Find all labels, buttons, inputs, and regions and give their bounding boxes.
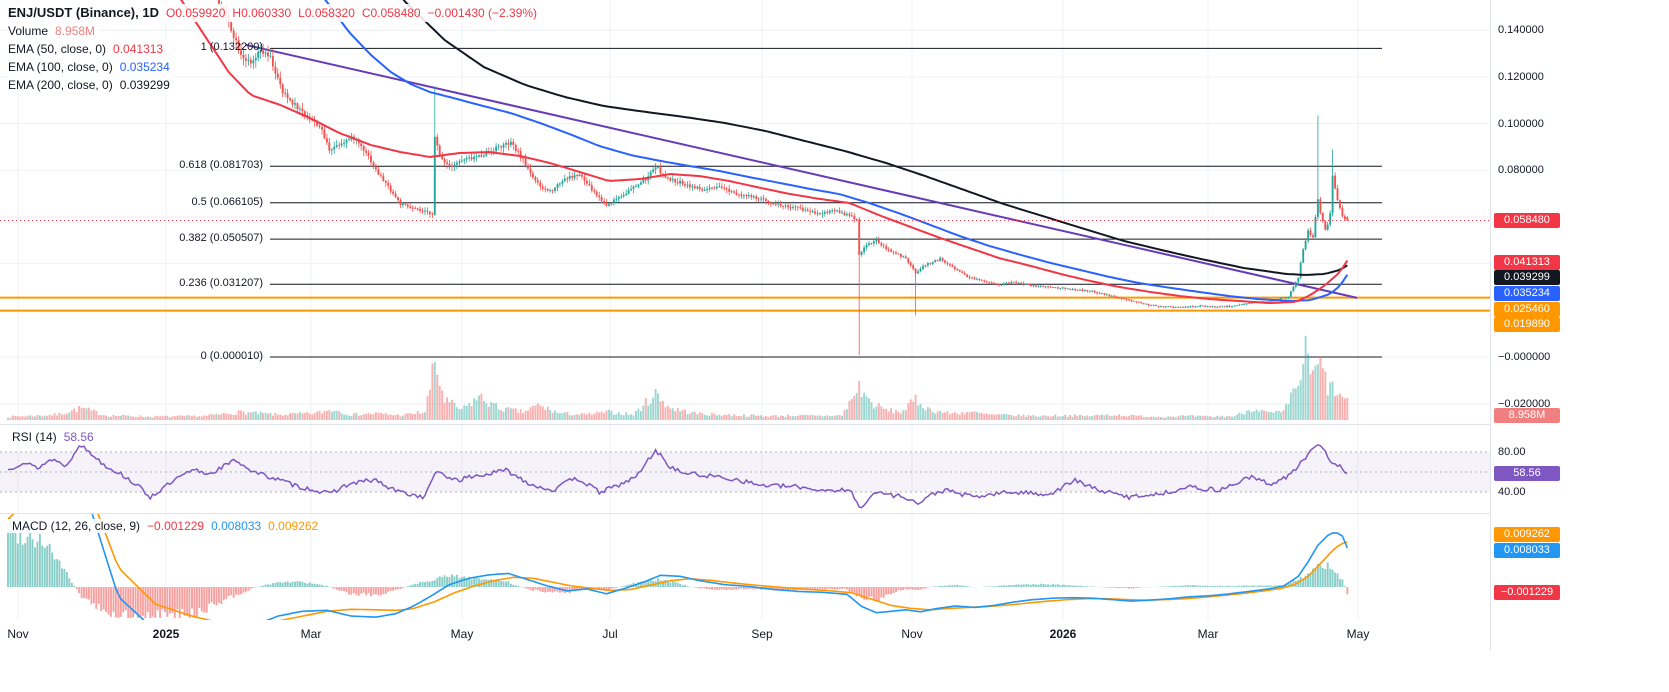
price-chart-canvas[interactable] (0, 0, 1490, 424)
time-axis-label: 2026 (1049, 627, 1077, 641)
ema-50-line[interactable] (155, 0, 1349, 305)
axis-badge-ema200: 0.039299 (1494, 270, 1560, 285)
ema100-legend-row[interactable]: EMA (100, close, 0) 0.035234 (8, 58, 174, 76)
ema100-label: EMA (100, close, 0) (8, 60, 113, 74)
price-tick-label: 0.080000 (1498, 164, 1544, 177)
ema200-label: EMA (200, close, 0) (8, 78, 113, 92)
price-tick-label: −0.020000 (1498, 397, 1551, 410)
rsi-tick-label: 80.00 (1498, 446, 1526, 458)
rsi-label: RSI (14) (12, 430, 57, 444)
panel-separator[interactable] (0, 424, 1490, 425)
price-tick-label: 0.140000 (1498, 24, 1544, 37)
price-tick-label: 0.120000 (1498, 70, 1544, 83)
time-axis-label: Mar (1197, 627, 1219, 641)
time-axis-label: Nov (901, 627, 923, 641)
axis-badge-last-price: 0.058480 (1494, 213, 1560, 228)
price-change: −0.001430 (−2.39%) (427, 6, 538, 20)
rsi-panel[interactable]: RSI (14) 58.56 (0, 425, 1490, 513)
fib-level-label[interactable]: 0.5 (0.066105) (191, 195, 263, 208)
candles-layer (218, 0, 1349, 356)
rsi-line[interactable] (7, 443, 1348, 509)
ema-100-line[interactable] (298, 0, 1349, 302)
volume-bars (7, 335, 1349, 420)
axis-badge-macd-hist: −0.001229 (1494, 585, 1560, 600)
ema200-value: 0.039299 (119, 78, 170, 92)
macd-signal-line[interactable] (7, 514, 1348, 620)
price-tick-label: −0.000000 (1498, 351, 1551, 363)
macd-panel[interactable]: MACD (12, 26, close, 9) −0.001229 0.0080… (0, 514, 1490, 620)
macd-chart-canvas[interactable] (0, 514, 1490, 620)
fib-level-label[interactable]: 0.236 (0.031207) (179, 277, 263, 290)
axis-badge-volume: 8.958M (1494, 408, 1560, 423)
fib-level-label[interactable]: 1 (0.132200) (200, 41, 263, 54)
chart-legend: ENJ/USDT (Binance), 1D O0.059920 H0.060330… (8, 4, 542, 94)
volume-legend-row[interactable]: Volume 8.958M (8, 22, 100, 40)
fib-level-label[interactable]: 0 (0.000010) (200, 349, 263, 362)
macd-line[interactable] (8, 514, 1349, 620)
time-axis-label: Jul (602, 627, 618, 641)
volume-value: 8.958M (55, 24, 96, 38)
price-panel[interactable]: ENJ/USDT (Binance), 1D O0.059920 H0.060330… (0, 0, 1490, 424)
volume-label: Volume (8, 24, 49, 38)
ohlc-low: L0.058320 (298, 6, 355, 20)
price-axis[interactable]: 0.140000 0.120000 0.100000 0.080000 −0.00000… (1490, 0, 1669, 650)
axis-badge-macd-signal: 0.009262 (1494, 527, 1560, 542)
symbol-title[interactable]: ENJ/USDT (Binance), 1D (8, 5, 159, 20)
time-axis-label: May (1346, 627, 1370, 641)
time-axis-label: Sep (751, 627, 773, 641)
axis-badge-support-2: 0.019890 (1494, 317, 1560, 332)
macd-label: MACD (12, 26, close, 9) (12, 519, 141, 533)
ema50-label: EMA (50, close, 0) (8, 42, 107, 56)
symbol-row[interactable]: ENJ/USDT (Binance), 1D O0.059920 H0.060330… (8, 4, 542, 22)
descending-trendline[interactable] (245, 43, 1358, 299)
ema50-legend-row[interactable]: EMA (50, close, 0) 0.041313 (8, 40, 168, 58)
macd-signal-value: 0.009262 (268, 519, 319, 533)
ohlc-open: O0.059920 (165, 6, 226, 20)
macd-hist-value: −0.001229 (147, 519, 205, 533)
ohlc-close: C0.058480 (361, 6, 421, 20)
axis-badge-rsi-value: 58.56 (1494, 466, 1560, 481)
rsi-chart-canvas[interactable] (0, 425, 1490, 513)
axis-badge-ema100: 0.035234 (1494, 286, 1560, 301)
time-axis[interactable]: Nov 2025 Mar May Jul Sep Nov 2026 Mar May (0, 620, 1490, 650)
macd-legend[interactable]: MACD (12, 26, close, 9) −0.001229 0.0080… (8, 519, 323, 533)
vertical-gridlines (17, 425, 1359, 513)
price-tick-label: 0.100000 (1498, 117, 1544, 130)
time-axis-label: Mar (300, 627, 322, 641)
axis-badge-ema50: 0.041313 (1494, 255, 1560, 270)
ema-200-line[interactable] (376, 0, 1348, 276)
rsi-legend[interactable]: RSI (14) 58.56 (8, 430, 98, 444)
fib-level-label[interactable]: 0.618 (0.081703) (179, 159, 263, 172)
axis-badge-support-1: 0.025460 (1494, 302, 1560, 317)
panel-separator[interactable] (0, 513, 1490, 514)
rsi-tick-label: 40.00 (1498, 486, 1526, 498)
fib-level-label[interactable]: 0.382 (0.050507) (179, 232, 263, 245)
time-axis-label: Nov (7, 627, 29, 641)
ema200-legend-row[interactable]: EMA (200, close, 0) 0.039299 (8, 76, 174, 94)
time-axis-label: 2025 (152, 627, 180, 641)
ohlc-high: H0.060330 (232, 6, 292, 20)
ema50-value: 0.041313 (113, 42, 164, 56)
macd-line-value: 0.008033 (211, 519, 262, 533)
macd-histogram-negative (75, 587, 1349, 618)
rsi-value: 58.56 (63, 430, 94, 444)
ema100-value: 0.035234 (119, 60, 170, 74)
time-axis-label: May (450, 627, 474, 641)
macd-histogram-positive (7, 518, 1346, 587)
axis-badge-macd-line: 0.008033 (1494, 543, 1560, 558)
